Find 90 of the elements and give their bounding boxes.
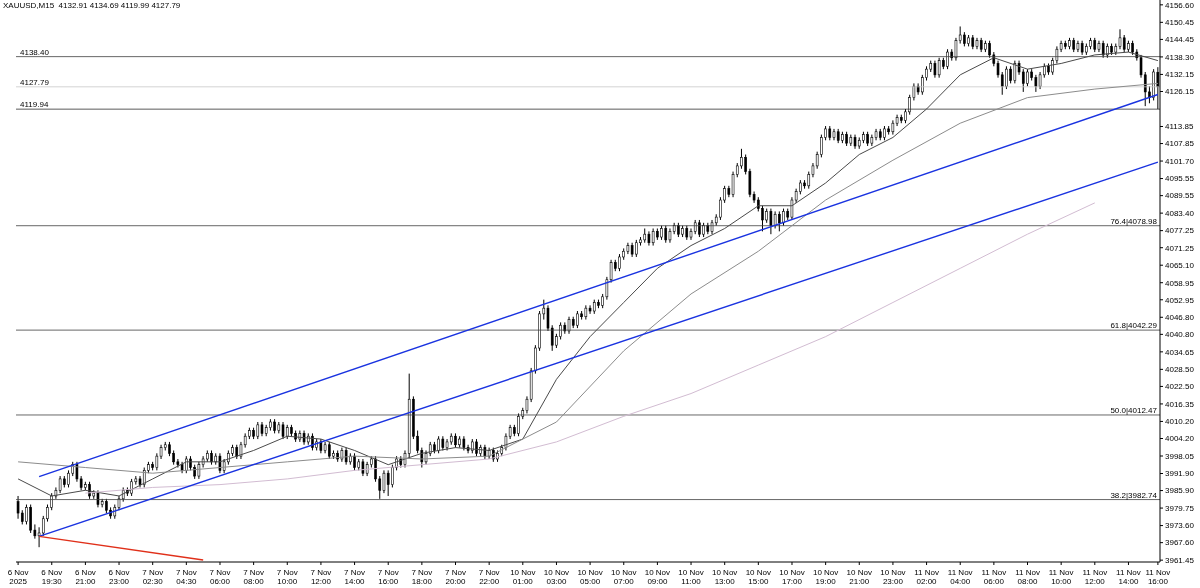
ref-line-label: 50.0|4012.47	[1110, 405, 1158, 415]
candlestick	[937, 57, 941, 79]
x-tick-label: 6 Nov 21:00	[74, 568, 96, 586]
x-tick-label: 7 Nov 12:00	[310, 568, 332, 586]
ref-line-label: 4119.94	[20, 100, 49, 110]
ref-line-label: 4127.79	[20, 77, 50, 87]
y-tick-label: 4095.55	[1165, 174, 1195, 184]
y-tick-label: 4150.45	[1165, 18, 1195, 28]
candlestick	[954, 37, 958, 62]
y-tick-label: 3961.45	[1165, 555, 1195, 565]
x-tick-label: 11 Nov 10:00	[1048, 568, 1074, 586]
candlestick	[16, 495, 20, 520]
candlestick	[1013, 60, 1017, 84]
x-tick-label: 7 Nov 06:00	[209, 568, 231, 586]
x-tick-label: 7 Nov 02:30	[142, 568, 164, 586]
y-tick-label: 4065.10	[1165, 261, 1195, 271]
candlestick	[391, 464, 394, 488]
x-tick-label: 10 Nov 09:00	[644, 568, 671, 586]
x-tick-label: 6 Nov 23:00	[108, 568, 130, 586]
y-tick-label: 4034.65	[1165, 347, 1195, 357]
y-tick-label: 3998.05	[1165, 451, 1195, 461]
x-tick-label: 10 Nov 19:00	[812, 568, 839, 586]
x-tick-label: 7 Nov 08:00	[243, 568, 265, 586]
ref-line-label: 61.8|4042.29	[1110, 321, 1158, 331]
y-tick-label: 4101.70	[1165, 156, 1195, 166]
y-tick-label: 4083.40	[1165, 208, 1195, 218]
y-tick-label: 4058.95	[1165, 278, 1195, 288]
x-tick-label: 7 Nov 22:00	[478, 568, 500, 586]
x-tick-label: 10 Nov 17:00	[779, 568, 805, 586]
y-tick-label: 4107.85	[1165, 139, 1195, 149]
x-tick-label: 10 Nov 03:00	[543, 568, 570, 586]
y-tick-label: 4156.60	[1165, 0, 1195, 10]
y-tick-label: 4089.55	[1165, 191, 1195, 201]
x-tick-label: 11 Nov 16:00	[1145, 568, 1171, 586]
x-tick-label: 10 Nov 05:00	[577, 568, 603, 586]
y-tick-label: 3979.75	[1165, 503, 1195, 513]
y-tick-label: 4010.20	[1165, 417, 1195, 427]
x-tick-label: 10 Nov 15:00	[745, 568, 772, 586]
y-tick-label: 3973.60	[1165, 521, 1195, 531]
y-tick-label: 4016.35	[1165, 399, 1195, 409]
line-series	[84, 202, 1096, 494]
x-tick-label: 7 Nov 14:00	[344, 568, 366, 586]
x-tick-label: 6 Nov 19:30	[41, 568, 63, 586]
y-tick-label: 4028.50	[1165, 365, 1195, 375]
y-tick-label: 3985.90	[1165, 486, 1195, 496]
candlestick	[382, 469, 386, 494]
candlestick	[1118, 28, 1122, 50]
y-tick-label: 4004.20	[1165, 434, 1195, 444]
x-tick-label: 7 Nov 16:00	[377, 568, 399, 586]
y-tick-label: 4126.15	[1165, 87, 1195, 97]
y-tick-label: 4144.45	[1165, 35, 1195, 45]
candlestick	[386, 469, 390, 497]
candlestick	[1005, 65, 1008, 90]
y-tick-label: 3991.90	[1165, 469, 1195, 479]
chart-title: XAUUSD,M15 4132.91 4134.69 4119.99 4127.79	[3, 1, 181, 10]
x-tick-label: 11 Nov 12:00	[1082, 568, 1108, 586]
x-tick-label: 10 Nov 07:00	[611, 568, 637, 586]
candlestick	[588, 304, 592, 315]
x-tick-label: 11 Nov 06:00	[981, 568, 1007, 586]
y-tick-label: 4046.80	[1165, 313, 1195, 323]
x-tick-label: 6 Nov 2025	[7, 568, 29, 586]
x-tick-label: 10 Nov 13:00	[712, 568, 738, 586]
ref-line-label: 76.4|4078.98	[1110, 216, 1158, 226]
x-tick-label: 7 Nov 10:00	[276, 568, 298, 586]
candlestick	[142, 467, 146, 488]
x-tick-label: 10 Nov 21:00	[846, 568, 872, 586]
ref-line-label: 38.2|3982.74	[1110, 490, 1158, 500]
x-tick-label: 11 Nov 14:00	[1116, 568, 1141, 586]
y-tick-label: 4138.30	[1165, 52, 1195, 62]
x-tick-label: 7 Nov 18:00	[411, 568, 433, 586]
x-tick-label: 10 Nov 01:00	[510, 568, 536, 586]
x-tick-label: 10 Nov 11:00	[678, 568, 704, 586]
y-tick-label: 4132.15	[1165, 70, 1195, 80]
candlestick	[946, 48, 949, 70]
ref-line-label: 4138.40	[20, 47, 50, 57]
y-tick-label: 4077.25	[1165, 226, 1195, 236]
x-tick-label: 7 Nov 20:00	[445, 568, 467, 586]
y-tick-label: 4113.85	[1165, 122, 1194, 132]
x-tick-label: 11 Nov 08:00	[1015, 568, 1040, 586]
y-tick-label: 4071.25	[1165, 243, 1195, 253]
y-tick-label: 4040.80	[1165, 330, 1195, 340]
x-tick-label: 10 Nov 23:00	[880, 568, 906, 586]
x-tick-label: 11 Nov 04:00	[947, 568, 973, 586]
candlestick	[769, 208, 773, 235]
y-tick-label: 4022.50	[1165, 382, 1195, 392]
y-tick-label: 4052.95	[1165, 295, 1195, 305]
y-tick-label: 3967.60	[1165, 538, 1195, 548]
candlestick	[517, 412, 520, 437]
x-tick-label: 7 Nov 04:30	[175, 568, 197, 586]
x-tick-label: 11 Nov 02:00	[914, 568, 939, 586]
